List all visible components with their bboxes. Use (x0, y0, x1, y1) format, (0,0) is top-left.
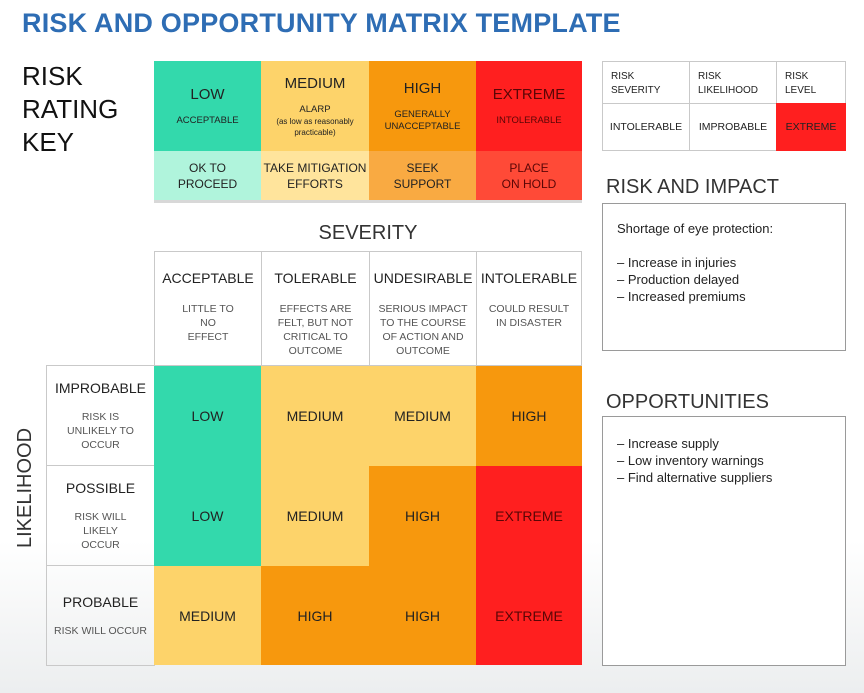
key-action-text: PLACE ON HOLD (501, 160, 557, 191)
legend-value-level: EXTREME (776, 103, 846, 151)
likelihood-row-name: POSSIBLE (65, 479, 136, 496)
legend-value-text: EXTREME (785, 121, 837, 133)
key-level-desc: ALARP (299, 103, 331, 115)
key-action-low: OK TO PROCEED (154, 151, 261, 200)
severity-col-name: ACCEPTABLE (162, 270, 254, 286)
key-shadow-divider (154, 200, 582, 203)
matrix-cell-text: HIGH (297, 607, 333, 624)
key-level-name: MEDIUM (284, 74, 346, 92)
legend-value-severity: INTOLERABLE (602, 103, 690, 151)
key-label-line: RATING (22, 94, 119, 124)
legend-header-severity: RISK SEVERITY (602, 61, 690, 104)
matrix-cell-text: HIGH (405, 508, 440, 524)
severity-col-name: TOLERABLE (274, 270, 357, 286)
matrix-cell-medium: MEDIUM (154, 566, 261, 665)
key-level-desc: GENERALLY UNACCEPTABLE (384, 108, 461, 132)
matrix-cell-medium: MEDIUM (261, 466, 369, 566)
key-action-medium: TAKE MITIGATION EFFORTS (261, 151, 369, 200)
likelihood-row-name: IMPROBABLE (54, 379, 147, 396)
key-level-desc: INTOLERABLE (496, 114, 562, 126)
risk-impact-list: Increase in injuries Production delayed … (617, 254, 831, 305)
severity-col-desc: EFFECTS ARE FELT, BUT NOT CRITICAL TO OU… (277, 303, 354, 357)
likelihood-label: LIKELIHOOD (14, 427, 36, 549)
legend-value-text: IMPROBABLE (698, 121, 768, 133)
matrix-cell-low: LOW (154, 366, 261, 466)
likelihood-row-probable: PROBABLE RISK WILL OCCUR (46, 565, 155, 666)
likelihood-row-desc: RISK WILL OCCUR (54, 624, 147, 637)
matrix-cell-high: HIGH (476, 366, 582, 466)
list-item: Production delayed (617, 271, 831, 288)
opportunities-list: Increase supply Low inventory warnings F… (617, 435, 831, 486)
key-level-name: HIGH (403, 79, 442, 97)
risk-impact-title: RISK AND IMPACT (606, 176, 779, 198)
legend-header-text: RISK LIKELIHOOD (698, 71, 759, 96)
risk-impact-intro: Shortage of eye protection: (617, 221, 774, 236)
key-level-high: HIGH GENERALLY UNACCEPTABLE (369, 61, 476, 151)
matrix-cell-low: LOW (154, 466, 261, 566)
list-item: Low inventory warnings (617, 452, 831, 469)
key-level-note: (as low as reasonably practicable) (276, 116, 354, 137)
key-action-text: TAKE MITIGATION EFFORTS (263, 160, 367, 191)
key-level-desc: ACCEPTABLE (176, 114, 239, 126)
matrix-cell-extreme: EXTREME (476, 566, 582, 665)
matrix-cell-text: MEDIUM (394, 408, 451, 424)
page-title: RISK AND OPPORTUNITY MATRIX TEMPLATE (22, 8, 621, 38)
list-item: Find alternative suppliers (617, 469, 831, 486)
legend-header-level: RISK LEVEL (776, 61, 846, 104)
opportunities-title: OPPORTUNITIES (606, 391, 769, 413)
list-item: Increase supply (617, 435, 831, 452)
likelihood-row-desc: RISK WILL LIKELY OCCUR (74, 510, 127, 551)
severity-col-desc: COULD RESULT IN DISASTER (488, 303, 570, 329)
legend-value-text: INTOLERABLE (609, 121, 683, 133)
severity-col-desc: LITTLE TO NO EFFECT (182, 303, 234, 343)
severity-col-name: UNDESIRABLE (373, 270, 473, 286)
matrix-cell-medium: MEDIUM (369, 366, 476, 466)
opportunities-panel[interactable]: Increase supply Low inventory warnings F… (602, 416, 846, 666)
severity-col-undesirable: UNDESIRABLE SERIOUS IMPACT TO THE COURSE… (369, 251, 477, 366)
matrix-cell-medium: MEDIUM (261, 366, 369, 466)
list-item: Increased premiums (617, 288, 831, 305)
matrix-cell-extreme: EXTREME (476, 466, 582, 566)
legend-header-text: RISK SEVERITY (611, 71, 661, 96)
matrix-cell-text: EXTREME (495, 508, 563, 524)
severity-col-name: INTOLERABLE (480, 270, 578, 286)
matrix-cell-high: HIGH (261, 566, 369, 665)
key-action-high: SEEK SUPPORT (369, 151, 476, 200)
matrix-cell-text: LOW (191, 508, 224, 524)
matrix-cell-high: HIGH (369, 466, 476, 566)
key-level-low: LOW ACCEPTABLE (154, 61, 261, 151)
key-action-text: OK TO PROCEED (177, 160, 238, 191)
likelihood-row-desc: RISK IS UNLIKELY TO OCCUR (67, 410, 134, 451)
key-label-line: KEY (22, 127, 75, 157)
matrix-cell-text: LOW (191, 408, 224, 424)
matrix-cell-text: MEDIUM (286, 508, 344, 524)
matrix-cell-text: MEDIUM (286, 408, 344, 424)
severity-col-intolerable: INTOLERABLE COULD RESULT IN DISASTER (476, 251, 582, 366)
legend-header-likelihood: RISK LIKELIHOOD (689, 61, 777, 104)
likelihood-row-improbable: IMPROBABLE RISK IS UNLIKELY TO OCCUR (46, 365, 155, 466)
severity-col-desc: SERIOUS IMPACT TO THE COURSE OF ACTION A… (378, 303, 468, 357)
legend-header-text: RISK LEVEL (785, 71, 817, 96)
key-action-text: SEEK SUPPORT (393, 160, 452, 191)
key-level-name: EXTREME (492, 85, 566, 103)
key-level-extreme: EXTREME INTOLERABLE (476, 61, 582, 151)
matrix-cell-text: HIGH (405, 607, 440, 624)
severity-col-acceptable: ACCEPTABLE LITTLE TO NO EFFECT (154, 251, 262, 366)
legend-value-likelihood: IMPROBABLE (689, 103, 777, 151)
severity-label: SEVERITY (318, 222, 418, 244)
risk-rating-key-label: RISK RATING KEY (22, 60, 147, 159)
severity-col-tolerable: TOLERABLE EFFECTS ARE FELT, BUT NOT CRIT… (261, 251, 370, 366)
matrix-cell-high: HIGH (369, 566, 476, 665)
key-level-medium: MEDIUM ALARP (as low as reasonably pract… (261, 61, 369, 151)
risk-impact-panel[interactable]: Shortage of eye protection: Increase in … (602, 203, 846, 351)
key-level-name: LOW (190, 85, 225, 103)
matrix-cell-text: HIGH (511, 408, 547, 424)
key-action-extreme: PLACE ON HOLD (476, 151, 582, 200)
key-label-line: RISK (22, 61, 83, 91)
likelihood-row-possible: POSSIBLE RISK WILL LIKELY OCCUR (46, 465, 155, 566)
matrix-cell-text: MEDIUM (179, 607, 236, 624)
likelihood-row-name: PROBABLE (62, 593, 139, 610)
list-item: Increase in injuries (617, 254, 831, 271)
matrix-cell-text: EXTREME (495, 607, 563, 624)
